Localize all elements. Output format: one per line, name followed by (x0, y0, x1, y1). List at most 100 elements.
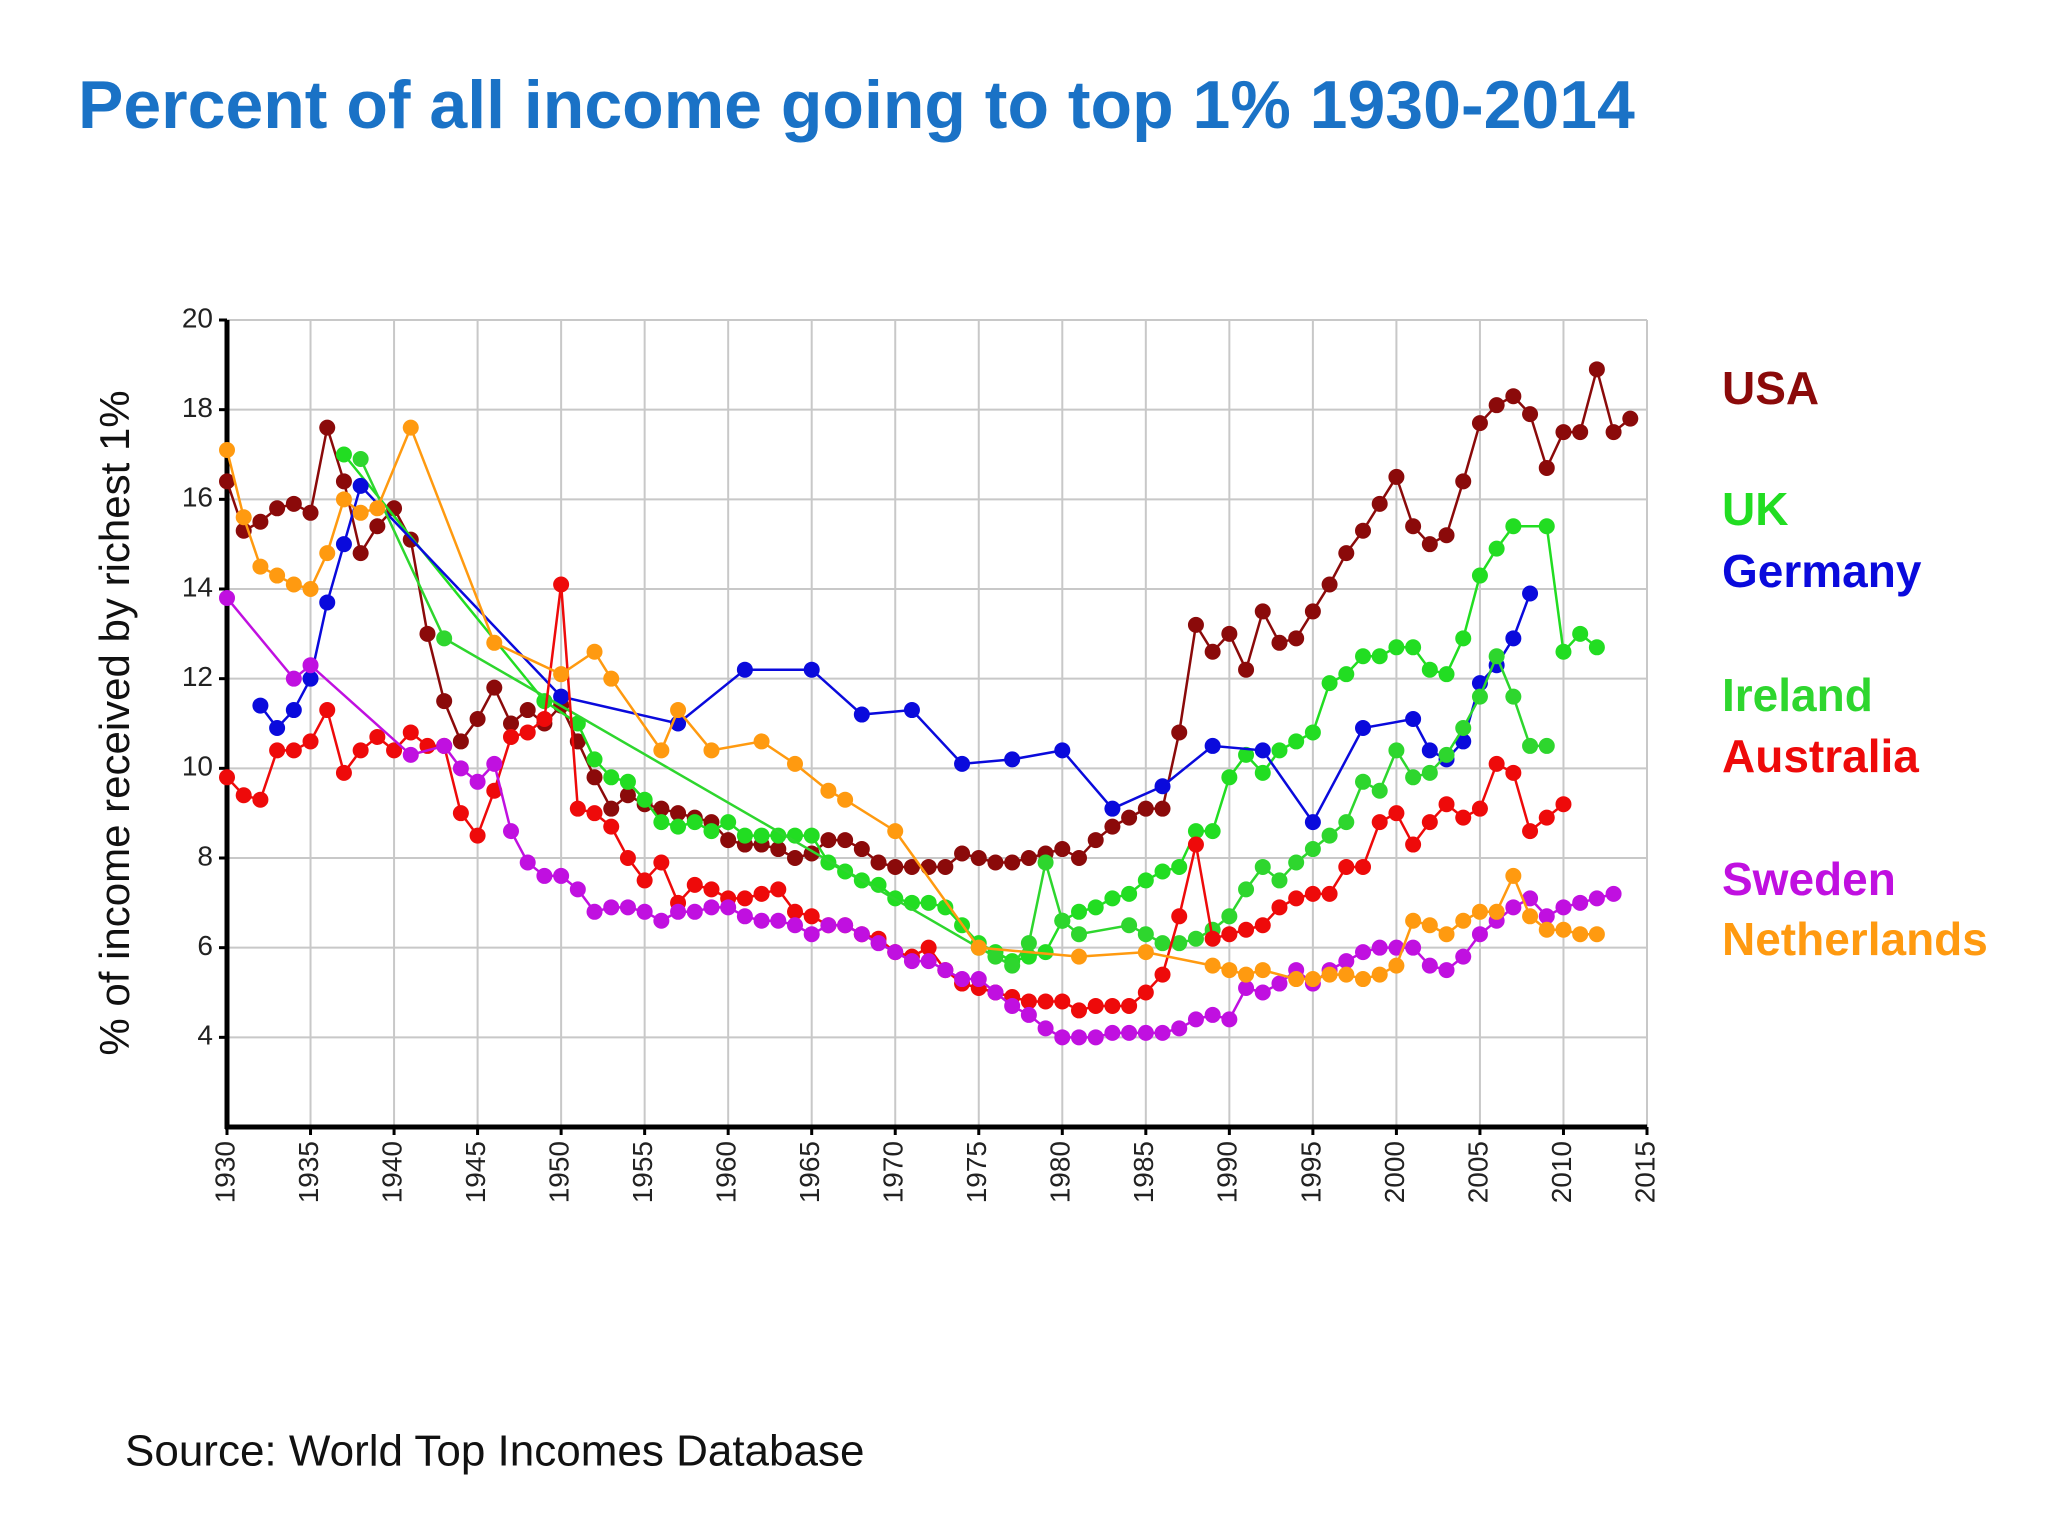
data-point (1371, 648, 1388, 665)
data-point (469, 711, 486, 728)
data-point (219, 589, 235, 606)
y-tick-label: 14 (182, 571, 213, 602)
x-tick-label: 1965 (794, 1141, 825, 1203)
data-point (820, 782, 837, 799)
data-point (1121, 809, 1138, 826)
data-point (1588, 926, 1605, 943)
data-point (653, 854, 670, 871)
data-point (1405, 711, 1422, 728)
data-point (970, 971, 987, 988)
data-point (1154, 966, 1171, 983)
data-point (1238, 746, 1255, 763)
data-point (1204, 643, 1221, 660)
data-point (469, 827, 486, 844)
data-point (1071, 903, 1087, 920)
data-point (887, 823, 904, 840)
data-point (1572, 926, 1589, 943)
data-point (1505, 388, 1522, 405)
data-point (335, 536, 352, 553)
data-point (1421, 814, 1438, 831)
data-point (352, 450, 369, 467)
data-point (686, 903, 703, 920)
data-point (1154, 1024, 1171, 1041)
data-point (1104, 800, 1121, 817)
data-point (920, 939, 937, 956)
data-point (1321, 827, 1338, 844)
data-point (486, 782, 503, 799)
data-point (1221, 769, 1238, 786)
data-point (770, 841, 787, 858)
data-point (553, 867, 570, 884)
data-point (1121, 1024, 1138, 1041)
data-point (1455, 473, 1472, 490)
data-point (736, 908, 753, 925)
data-point (1171, 935, 1188, 952)
data-point (319, 594, 336, 611)
data-point (1471, 567, 1488, 584)
data-point (1488, 903, 1505, 920)
y-tick-label: 18 (182, 392, 213, 423)
y-tick-label: 16 (182, 482, 213, 513)
data-point (1388, 468, 1405, 485)
data-point (1221, 1011, 1238, 1028)
data-point (1572, 625, 1589, 642)
data-point (1037, 944, 1054, 961)
data-point (1304, 724, 1321, 741)
data-point (569, 800, 586, 817)
data-point (703, 881, 720, 898)
data-point (636, 791, 653, 808)
data-point (486, 634, 503, 651)
data-point (1538, 809, 1555, 826)
data-point (369, 728, 386, 745)
data-point (269, 500, 286, 517)
data-point (787, 755, 803, 772)
legend-label: Germany (1722, 545, 1922, 597)
data-point (1271, 975, 1288, 992)
data-point (1020, 993, 1037, 1010)
data-point (803, 661, 820, 678)
data-point (1104, 1024, 1121, 1041)
data-point (1588, 890, 1605, 907)
data-point (1405, 912, 1422, 929)
data-point (1588, 361, 1605, 378)
data-point (1371, 966, 1388, 983)
data-point (1538, 737, 1555, 754)
data-point (386, 742, 403, 759)
data-point (285, 742, 302, 759)
data-point (1471, 903, 1488, 920)
data-point (1271, 742, 1288, 759)
data-point (1121, 885, 1138, 902)
data-point (1622, 410, 1639, 427)
data-point (1355, 522, 1371, 539)
data-point (1421, 742, 1438, 759)
data-point (1137, 800, 1154, 817)
data-point (619, 850, 636, 866)
data-point (252, 697, 269, 714)
data-point (1304, 971, 1321, 988)
data-point (1538, 908, 1555, 925)
data-point (920, 894, 937, 911)
data-point (569, 881, 586, 898)
legend-label: UK (1722, 483, 1788, 535)
data-point (954, 971, 971, 988)
data-point (352, 742, 369, 759)
data-point (970, 850, 987, 866)
data-point (1271, 872, 1288, 889)
data-point (1187, 836, 1204, 853)
data-point (987, 854, 1004, 871)
data-point (1104, 997, 1121, 1014)
data-point (1204, 737, 1221, 754)
data-point (1171, 908, 1188, 925)
data-point (603, 899, 620, 916)
data-point (1071, 1029, 1087, 1046)
x-tick-label: 1985 (1128, 1141, 1159, 1203)
data-point (853, 926, 870, 943)
data-point (1605, 424, 1622, 441)
y-tick-label: 8 (197, 840, 213, 871)
data-point (1555, 643, 1572, 660)
data-point (1405, 769, 1422, 786)
data-point (1037, 993, 1054, 1010)
x-tick-label: 1940 (376, 1141, 407, 1203)
data-point (787, 917, 803, 934)
